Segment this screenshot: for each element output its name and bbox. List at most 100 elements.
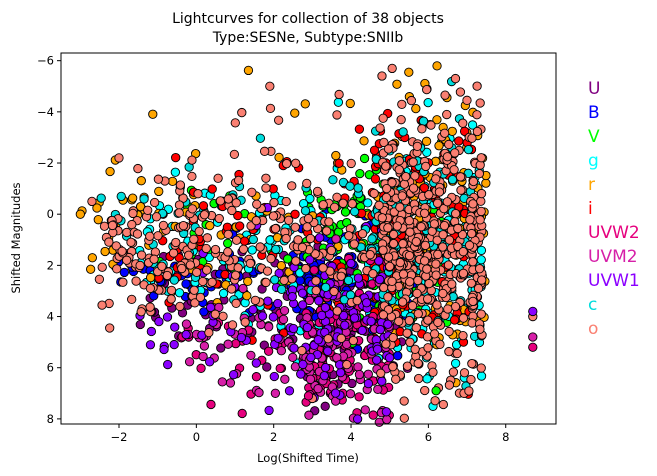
data-point-g [450,358,461,369]
data-point-o [438,399,448,410]
data-point-o [290,222,300,232]
data-point-UVW2 [196,363,206,373]
data-point-UVW1 [297,288,308,298]
data-point-r [146,272,156,283]
data-point-UVW1 [236,332,247,343]
data-point-o [377,71,387,81]
data-point-o [268,211,279,221]
data-point-o [136,250,147,260]
data-point-g [333,97,344,107]
data-point-g [218,288,229,299]
data-point-r [86,264,96,274]
data-point-o [149,197,160,208]
data-point-o [349,239,359,249]
data-point-UVW1 [287,291,297,302]
data-point-UVW1 [315,233,325,243]
data-point-o [457,229,468,240]
data-point-o [475,98,485,108]
data-point-UVW1 [363,378,374,389]
data-point-UVW1 [374,256,384,266]
data-point-c [169,275,179,285]
data-point-o [269,197,279,208]
data-point-o [240,317,250,327]
data-point-r [167,176,178,187]
data-point-r [205,220,215,231]
data-point-g [174,288,185,298]
data-point-r [136,176,146,186]
data-point-o [424,278,434,289]
data-point-UVM2 [238,283,248,294]
chart-subtitle: Type:SESNe, Subtype:SNIIb [212,30,404,46]
data-point-UVW1 [264,405,274,416]
data-point-o [431,270,441,280]
data-point-c [343,275,354,286]
data-point-o [266,253,276,264]
legend-entry-u: U [588,79,600,99]
data-point-o [261,277,271,288]
data-point-o [402,361,413,371]
y-tick-label: −4 [37,105,54,119]
data-point-o [431,259,441,269]
data-point-UVM2 [304,295,315,306]
data-point-UVW2 [251,372,262,382]
data-point-o [194,226,204,237]
data-point-UVM2 [181,319,192,329]
data-point-o [118,277,128,287]
data-point-o [365,250,375,260]
data-point-r [243,276,253,287]
x-tick-label: 8 [502,430,509,444]
data-point-UVW2 [368,410,378,420]
data-point-o [168,248,179,258]
data-point-c [300,206,311,216]
data-point-i [171,152,181,163]
y-tick-label: 0 [47,207,54,221]
data-point-o [311,276,321,286]
data-point-UVM2 [528,332,538,342]
data-point-o [431,174,441,184]
data-point-UVM2 [373,384,383,394]
data-point-r [274,152,284,163]
data-point-o [450,208,461,219]
data-point-i [449,315,460,325]
data-point-o [230,270,241,280]
y-axis: −6 −4 −2 0 2 4 6 8 [37,54,61,426]
data-point-o [329,286,339,297]
data-point-o [381,192,392,203]
data-point-o [453,223,463,234]
data-point-o [153,231,163,241]
legend-entry-uvm2: UVM2 [588,247,638,267]
data-point-UVW1 [339,310,349,321]
data-point-o [303,213,314,224]
data-point-i [207,184,217,194]
x-tick-label: 4 [347,430,354,444]
data-point-UVW1 [284,386,295,396]
data-point-B [393,351,403,361]
data-point-o [399,179,410,189]
x-tick-label: −2 [111,430,128,444]
data-point-o [265,81,275,91]
data-point-o [464,240,475,250]
data-point-o [423,343,433,353]
data-point-UVW1 [371,355,382,365]
data-point-r [447,126,457,136]
data-point-o [468,176,479,187]
data-point-B [199,307,209,317]
data-point-o [440,90,450,100]
data-point-o [174,208,184,218]
data-point-UVM2 [199,341,210,351]
data-point-UVW1 [314,296,324,306]
legend-entry-c: c [588,295,597,315]
data-point-o [291,256,301,266]
data-point-o [135,260,145,271]
data-point-o [291,158,301,168]
data-point-o [166,285,177,296]
data-point-o [201,243,211,254]
data-point-UVW1 [381,407,391,417]
data-point-o [233,175,244,186]
data-point-o [430,396,440,406]
data-point-o [334,89,344,100]
data-point-r [434,141,444,151]
data-point-UVM2 [198,351,208,362]
data-point-o [376,368,386,378]
data-point-c [345,181,355,191]
